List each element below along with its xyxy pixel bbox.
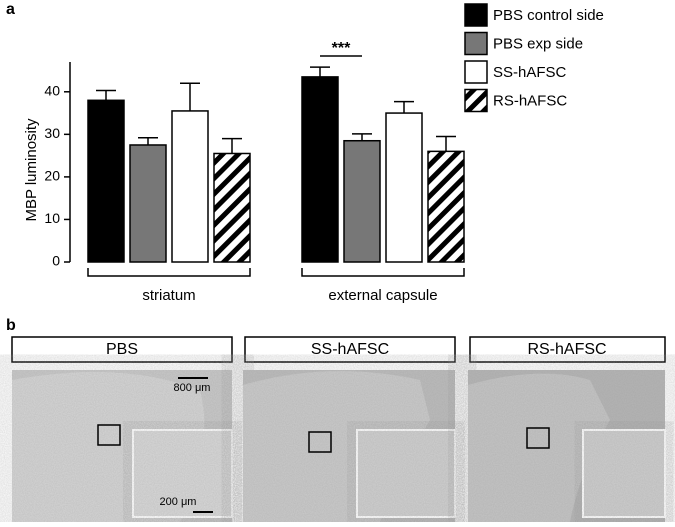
bar-chart: 0 10 20 30 40 striatum external capsule *** PBS … bbox=[44, 3, 604, 304]
bar bbox=[213, 152, 251, 263]
legend-label: RS-hAFSC bbox=[493, 92, 567, 109]
bar bbox=[301, 76, 339, 263]
bar bbox=[427, 150, 465, 263]
y-tick-label: 30 bbox=[44, 125, 60, 141]
image bbox=[468, 370, 666, 522]
scale-bar-label: 800 μm bbox=[174, 382, 211, 394]
bar bbox=[87, 99, 125, 263]
legend-label: PBS control side bbox=[493, 7, 604, 24]
bar bbox=[129, 144, 167, 263]
y-tick-label: 10 bbox=[44, 210, 60, 226]
image bbox=[243, 370, 456, 522]
x-tick-label: external capsule bbox=[328, 287, 437, 304]
legend-label: PBS exp side bbox=[493, 35, 583, 52]
y-tick-label: 20 bbox=[44, 168, 60, 184]
legend-swatch bbox=[464, 3, 488, 27]
legend-swatch bbox=[464, 31, 488, 56]
title-box bbox=[469, 336, 666, 363]
group-bracket bbox=[301, 268, 465, 277]
scale-bar-label: 200 μm bbox=[160, 496, 197, 508]
image: 800 μm 200 μm bbox=[12, 370, 233, 522]
micrographs: PBS SS-hAFSC RS-hAFSC 800 μm 200 μm bbox=[11, 336, 666, 522]
y-tick-label: 0 bbox=[52, 253, 60, 269]
x-tick-label: striatum bbox=[142, 287, 195, 304]
title-box bbox=[11, 336, 233, 363]
bar bbox=[343, 139, 381, 263]
group-bracket bbox=[87, 268, 251, 277]
bar bbox=[171, 110, 209, 263]
bar bbox=[385, 112, 423, 263]
y-axis-label: MBP luminosity bbox=[23, 118, 40, 222]
annotation: *** bbox=[332, 40, 351, 57]
image-title: SS-hAFSC bbox=[311, 341, 389, 358]
y-tick-label: 40 bbox=[44, 82, 60, 98]
legend-swatch bbox=[464, 60, 488, 84]
image-title: PBS bbox=[106, 341, 138, 358]
panel-label: b bbox=[6, 317, 16, 334]
legend-swatch bbox=[464, 88, 488, 113]
panel-label: a bbox=[6, 1, 15, 18]
title-box bbox=[244, 336, 456, 363]
image-title: RS-hAFSC bbox=[527, 341, 606, 358]
legend-label: SS-hAFSC bbox=[493, 64, 567, 81]
